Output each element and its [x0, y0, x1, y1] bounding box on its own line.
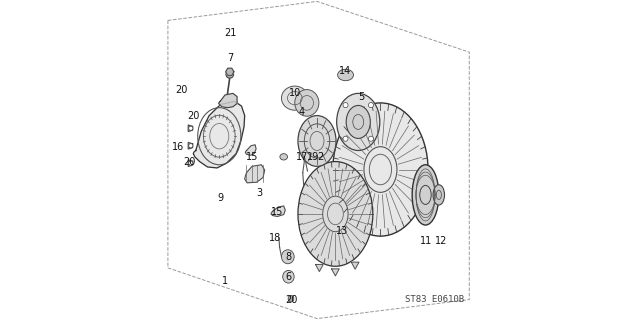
Text: 11: 11 — [420, 236, 432, 246]
Ellipse shape — [412, 165, 439, 225]
Polygon shape — [351, 262, 359, 269]
Polygon shape — [226, 68, 234, 76]
Ellipse shape — [288, 295, 294, 302]
Ellipse shape — [333, 103, 428, 236]
Ellipse shape — [337, 93, 380, 150]
Polygon shape — [188, 160, 193, 166]
Polygon shape — [245, 165, 264, 183]
Polygon shape — [219, 93, 237, 108]
Text: 20: 20 — [175, 85, 188, 95]
Text: 4: 4 — [298, 108, 304, 117]
Text: 6: 6 — [285, 272, 292, 282]
Ellipse shape — [295, 90, 319, 116]
Text: 12: 12 — [435, 236, 448, 246]
Text: 15: 15 — [246, 152, 258, 162]
Text: 9: 9 — [217, 193, 223, 203]
Ellipse shape — [280, 154, 287, 160]
Ellipse shape — [281, 86, 308, 110]
Ellipse shape — [346, 105, 370, 139]
Text: 18: 18 — [269, 233, 281, 243]
Text: 2: 2 — [317, 152, 323, 162]
Text: 8: 8 — [285, 252, 292, 262]
Circle shape — [368, 103, 373, 108]
Circle shape — [189, 161, 193, 165]
Ellipse shape — [281, 250, 294, 264]
Polygon shape — [332, 269, 339, 276]
Circle shape — [189, 126, 193, 131]
Circle shape — [189, 144, 193, 148]
Text: 20: 20 — [183, 156, 196, 167]
Text: 10: 10 — [288, 88, 301, 98]
Text: 1: 1 — [222, 276, 228, 285]
Text: 19: 19 — [307, 152, 320, 162]
Ellipse shape — [298, 116, 336, 166]
Ellipse shape — [338, 69, 354, 81]
Text: 21: 21 — [224, 28, 237, 38]
Text: 20: 20 — [187, 111, 200, 121]
Ellipse shape — [283, 270, 294, 283]
Polygon shape — [271, 206, 285, 216]
Ellipse shape — [433, 185, 444, 205]
Polygon shape — [316, 265, 323, 272]
Text: 5: 5 — [358, 92, 365, 101]
Polygon shape — [193, 101, 245, 168]
Text: 7: 7 — [228, 53, 234, 63]
Circle shape — [343, 136, 348, 141]
Polygon shape — [188, 125, 193, 132]
Circle shape — [368, 136, 373, 141]
Text: ST83 E0610B: ST83 E0610B — [405, 295, 464, 304]
Text: 15: 15 — [271, 207, 283, 217]
Text: 20: 20 — [285, 295, 298, 305]
Text: 13: 13 — [336, 226, 349, 236]
Text: 3: 3 — [256, 188, 262, 198]
Text: 17: 17 — [295, 152, 308, 162]
Text: 14: 14 — [339, 66, 352, 76]
Circle shape — [343, 103, 348, 108]
Polygon shape — [245, 145, 256, 155]
Ellipse shape — [298, 162, 373, 266]
Circle shape — [226, 70, 233, 78]
Text: 16: 16 — [172, 142, 184, 152]
Polygon shape — [188, 142, 193, 149]
